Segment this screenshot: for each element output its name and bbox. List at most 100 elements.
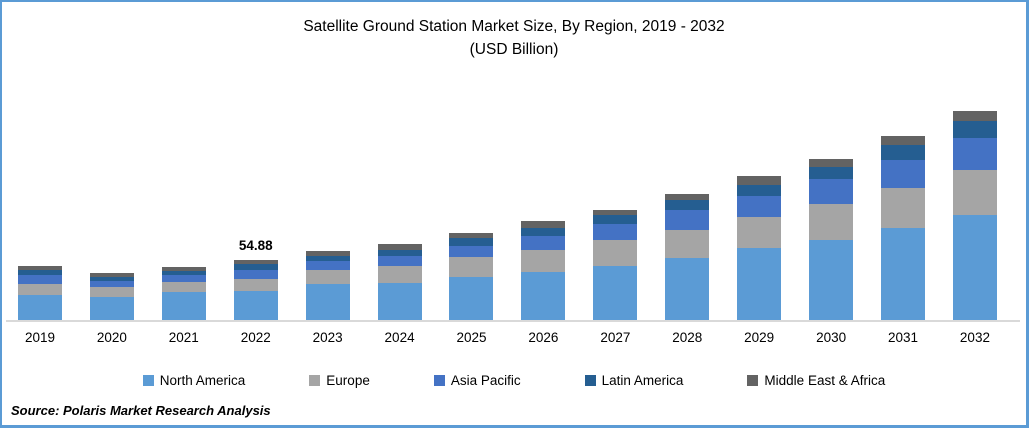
bar-stack-2026 xyxy=(521,221,566,320)
chart-title: Satellite Ground Station Market Size, By… xyxy=(2,15,1026,61)
bar-segment-2021-north-america xyxy=(161,292,206,320)
legend-label: Asia Pacific xyxy=(450,373,521,388)
x-tick-2029: 2029 xyxy=(744,330,775,345)
bar-segment-2022-europe xyxy=(233,279,278,292)
bars-row: 54.88 xyxy=(4,2,1011,320)
bar-segment-2026-asia-pacific xyxy=(521,235,566,250)
bar-column-2019 xyxy=(4,2,76,320)
bar-segment-2026-middle-east-africa xyxy=(521,221,566,228)
x-tick-2023: 2023 xyxy=(312,330,343,345)
bar-column-2024 xyxy=(364,2,436,320)
bar-segment-2031-asia-pacific xyxy=(881,160,926,188)
bar-segment-2029-north-america xyxy=(737,247,782,320)
x-tick-2032: 2032 xyxy=(959,330,990,345)
bar-segment-2025-middle-east-africa xyxy=(449,233,494,239)
legend-label: Middle East & Africa xyxy=(764,373,886,388)
bar-segment-2028-north-america xyxy=(665,257,710,320)
bar-segment-2020-latin-america xyxy=(89,276,134,281)
legend-item-asia-pacific: Asia Pacific xyxy=(433,373,521,388)
bar-segment-2022-latin-america xyxy=(233,264,278,271)
bar-segment-2023-asia-pacific xyxy=(305,260,350,270)
bar-segment-2024-middle-east-africa xyxy=(377,244,422,250)
bar-segment-2023-middle-east-africa xyxy=(305,251,350,256)
legend-item-latin-america: Latin America xyxy=(584,373,684,388)
bar-segment-2030-asia-pacific xyxy=(809,178,854,205)
bar-column-2027 xyxy=(579,2,651,320)
x-tick-2024: 2024 xyxy=(384,330,415,345)
x-tick-2028: 2028 xyxy=(672,330,703,345)
bar-segment-2028-asia-pacific xyxy=(665,210,710,231)
bar-segment-2030-middle-east-africa xyxy=(809,159,854,168)
bar-segment-2019-asia-pacific xyxy=(17,275,62,284)
legend-item-middle-east-africa: Middle East & Africa xyxy=(747,373,885,388)
bar-segment-2022-middle-east-africa xyxy=(233,260,278,265)
bar-segment-2031-latin-america xyxy=(881,145,926,161)
x-tick-2031: 2031 xyxy=(888,330,919,345)
bar-column-2031 xyxy=(867,2,939,320)
bar-segment-2028-europe xyxy=(665,230,710,258)
x-tick-2021: 2021 xyxy=(168,330,199,345)
x-tick-2019: 2019 xyxy=(24,330,55,345)
bar-segment-2032-asia-pacific xyxy=(952,137,997,171)
bar-segment-2027-north-america xyxy=(593,266,638,320)
bar-stack-2023 xyxy=(305,251,350,320)
bar-segment-2030-latin-america xyxy=(809,167,854,179)
bar-segment-2025-europe xyxy=(449,257,494,277)
bar-segment-2024-latin-america xyxy=(377,249,422,257)
legend-swatch-icon xyxy=(309,375,321,386)
bar-segment-2031-europe xyxy=(881,187,926,228)
bar-segment-2026-north-america xyxy=(521,271,566,320)
bar-stack-2022 xyxy=(233,260,278,320)
legend-swatch-icon xyxy=(747,375,759,386)
bar-column-2025 xyxy=(436,2,508,320)
bar-segment-2031-north-america xyxy=(881,227,926,320)
bar-segment-2026-europe xyxy=(521,249,566,272)
bar-column-2022: 54.88 xyxy=(220,2,292,320)
bar-stack-2019 xyxy=(17,265,62,320)
bar-segment-2019-europe xyxy=(17,283,62,295)
bar-segment-2020-europe xyxy=(89,287,134,298)
x-tick-2027: 2027 xyxy=(600,330,631,345)
bar-column-2030 xyxy=(795,2,867,320)
bar-column-2023 xyxy=(292,2,364,320)
bar-segment-2021-middle-east-africa xyxy=(161,266,206,271)
chart-title-line1: Satellite Ground Station Market Size, By… xyxy=(303,18,725,35)
legend-label: North America xyxy=(159,373,246,388)
bar-segment-2022-north-america xyxy=(233,291,278,320)
x-axis-labels: 2019 2020 2021 2022 2023 2024 2025 2026 2027 2028… xyxy=(4,324,1011,345)
bar-stack-2020 xyxy=(89,272,134,320)
bar-segment-2032-europe xyxy=(952,170,997,216)
bar-segment-2029-middle-east-africa xyxy=(737,176,782,185)
legend-label: Latin America xyxy=(601,373,684,388)
legend-swatch-icon xyxy=(584,375,596,386)
bar-segment-2025-north-america xyxy=(449,276,494,320)
bar-stack-2021 xyxy=(161,266,206,320)
bar-stack-2025 xyxy=(449,233,494,320)
bar-segment-2021-europe xyxy=(161,281,206,293)
bar-segment-2021-asia-pacific xyxy=(161,275,206,282)
legend-item-north-america: North America xyxy=(142,373,246,388)
bar-segment-2027-asia-pacific xyxy=(593,224,638,240)
bar-segment-2025-latin-america xyxy=(449,238,494,247)
bar-segment-2024-north-america xyxy=(377,283,422,320)
x-tick-2025: 2025 xyxy=(456,330,487,345)
bar-segment-2019-latin-america xyxy=(17,269,62,276)
bar-segment-2026-latin-america xyxy=(521,227,566,236)
bar-stack-2029 xyxy=(737,176,782,320)
bar-segment-2019-north-america xyxy=(17,294,62,320)
bar-column-2032 xyxy=(939,2,1011,320)
bar-stack-2024 xyxy=(377,244,422,320)
source-note: Source: Polaris Market Research Analysis xyxy=(11,403,271,418)
bar-segment-2019-middle-east-africa xyxy=(17,265,62,270)
bar-segment-2027-middle-east-africa xyxy=(593,209,638,216)
x-tick-2030: 2030 xyxy=(816,330,847,345)
bar-segment-2020-north-america xyxy=(89,297,134,320)
bar-segment-2028-latin-america xyxy=(665,200,710,211)
bar-segment-2032-latin-america xyxy=(952,121,997,138)
legend-label: Europe xyxy=(326,373,370,388)
bar-segment-2031-middle-east-africa xyxy=(881,136,926,146)
legend-swatch-icon xyxy=(433,375,445,386)
bar-column-2026 xyxy=(507,2,579,320)
